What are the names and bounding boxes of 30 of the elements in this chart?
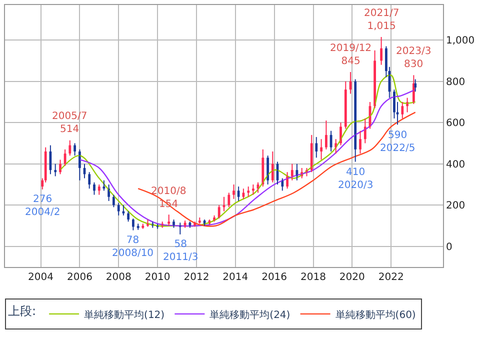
y-tick-label: 400	[446, 159, 466, 170]
annotation: 2005/7 514	[52, 111, 88, 135]
y-tick-label: 200	[446, 200, 466, 212]
x-tick-label: 2018	[300, 272, 326, 283]
legend-label: 単純移動平均(60)	[335, 308, 416, 321]
x-tick-label: 2010	[144, 272, 170, 283]
x-tick-label: 2022	[378, 272, 404, 283]
legend-label: 単純移動平均(24)	[210, 308, 290, 321]
annotation: 78 2008/10	[112, 235, 154, 259]
annotation: 2021/7 1,015	[364, 8, 400, 32]
x-tick-label: 2020	[339, 272, 365, 283]
y-tick-label: 600	[446, 118, 466, 130]
x-tick-label: 2006	[66, 272, 92, 283]
x-tick-label: 2014	[222, 272, 248, 283]
annotation: 410 2020/3	[338, 167, 374, 191]
x-tick-label: 2008	[106, 272, 132, 283]
x-tick-label: 2004	[28, 272, 54, 283]
y-tick-label: 800	[446, 76, 466, 88]
line-series	[138, 112, 416, 227]
annotation: 590 2022/5	[380, 130, 416, 154]
x-tick-label: 2012	[184, 272, 210, 283]
y-tick-label: 1,000	[446, 36, 475, 47]
legend-title: 上段:	[8, 304, 36, 318]
annotation: 58 2011/3	[163, 239, 198, 263]
annotation: 2019/12 845	[330, 43, 372, 67]
x-tick-label: 2016	[262, 272, 288, 283]
annotation: 276 2004/2	[25, 194, 60, 218]
annotation: 2023/3 830	[396, 46, 432, 70]
y-tick-label: 0	[446, 242, 452, 253]
legend-label: 単純移動平均(12)	[84, 308, 165, 321]
